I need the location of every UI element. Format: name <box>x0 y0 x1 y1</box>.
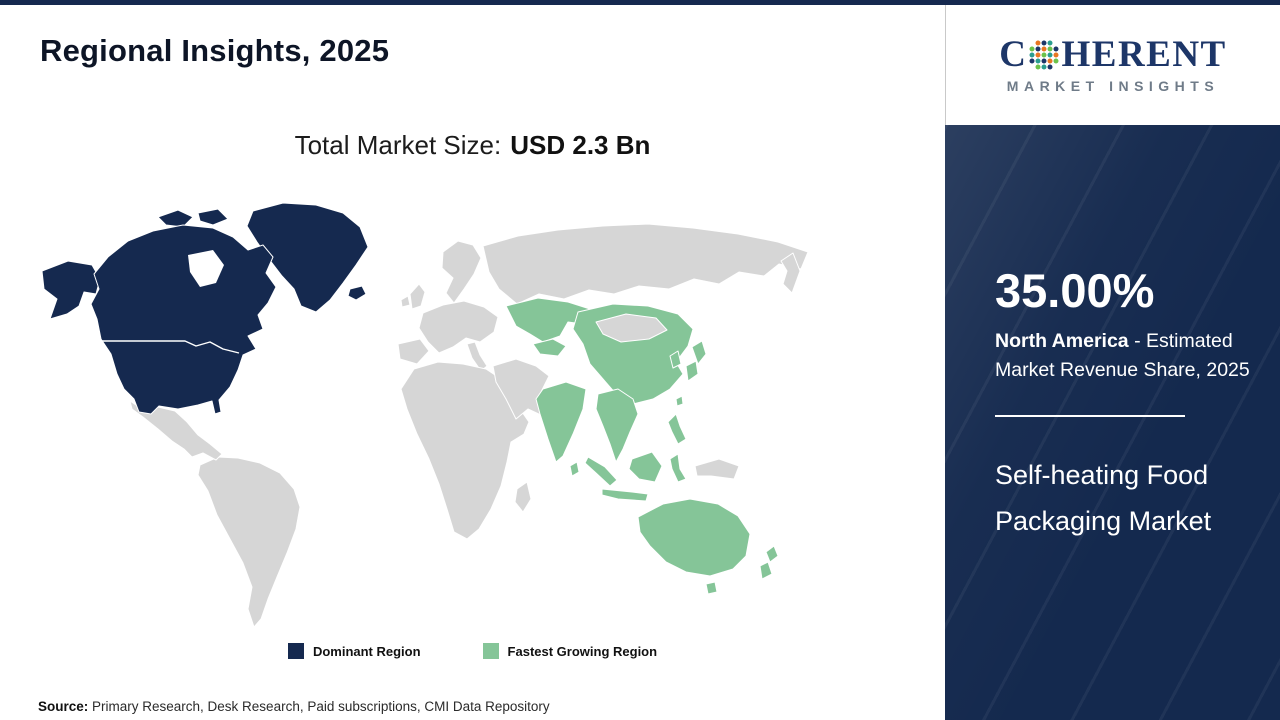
brand-tagline: MARKET INSIGHTS <box>1006 78 1220 94</box>
sidebar: C HERENT MARKET INSIGHTS 35.00% North Am… <box>945 0 1280 720</box>
region-kamchatka <box>780 252 801 294</box>
legend-item-fastest: Fastest Growing Region <box>482 643 658 659</box>
wordmark-start: C <box>999 34 1028 75</box>
share-value: 35.00% <box>995 264 1155 317</box>
region-iberia <box>397 338 430 365</box>
region-central-asia <box>532 338 567 357</box>
main-content: Regional Insights, 2025 Total Market Siz… <box>0 5 945 720</box>
world-map-container <box>40 195 880 650</box>
region-australia <box>637 498 751 577</box>
hudson-bay <box>188 250 224 287</box>
region-scandinavia <box>441 240 482 304</box>
region-russia <box>482 223 809 305</box>
legend-item-dominant: Dominant Region <box>287 643 421 659</box>
region-madagascar <box>514 481 532 513</box>
region-indochina <box>595 388 639 463</box>
region-europe <box>418 300 499 354</box>
source-line: Source: Primary Research, Desk Research,… <box>38 699 550 714</box>
panel-divider <box>995 414 1185 417</box>
dominant-region-label: Dominant Region <box>312 643 421 659</box>
market-size-value: USD 2.3 Bn <box>510 130 651 160</box>
brand-logo: C HERENT MARKET INSIGHTS <box>945 5 1280 125</box>
source-label: Source: <box>38 699 89 714</box>
region-sri-lanka <box>569 461 580 477</box>
region-alaska <box>41 260 101 320</box>
us-canada-border <box>97 340 240 354</box>
region-mongolia <box>595 313 668 343</box>
wordmark-end: HERENT <box>1061 34 1227 75</box>
fastest-region-swatch <box>482 643 499 659</box>
region-taiwan <box>675 395 684 407</box>
brand-wordmark: C HERENT <box>999 36 1227 73</box>
region-italy <box>466 341 488 372</box>
region-java <box>601 488 649 502</box>
region-sulawesi <box>669 453 687 483</box>
region-japan-north <box>691 340 707 365</box>
share-description: North America - Estimated Market Revenue… <box>995 327 1262 385</box>
region-new-zealand-north <box>765 545 779 563</box>
market-size-line: Total Market Size: USD 2.3 Bn <box>0 130 945 161</box>
source-text: Primary Research, Desk Research, Paid su… <box>88 699 550 714</box>
region-ireland <box>400 295 411 308</box>
globe-dots-icon <box>1029 40 1059 69</box>
region-new-zealand-south <box>759 561 773 580</box>
highlight-panel: 35.00% North America - Estimated Market … <box>945 125 1280 720</box>
region-new-guinea <box>694 458 740 480</box>
region-arctic-island-1 <box>157 209 194 228</box>
market-size-label: Total Market Size: <box>294 130 502 160</box>
page-title: Regional Insights, 2025 <box>40 33 390 68</box>
region-arctic-island-2 <box>197 208 229 226</box>
top-accent-bar <box>0 0 1280 5</box>
share-desc-text: - Estimated Market Revenue Share, 2025 <box>995 330 1250 381</box>
region-mexico-central-america <box>129 400 223 461</box>
map-legend: Dominant Region Fastest Growing Region <box>0 643 945 659</box>
region-korea <box>669 350 682 369</box>
region-uk <box>409 283 426 310</box>
region-borneo <box>628 451 663 483</box>
region-south-america <box>197 456 301 628</box>
market-name: Self-heating Food Packaging Market <box>995 459 1212 536</box>
region-tasmania <box>705 581 718 595</box>
region-sumatra <box>584 456 618 487</box>
region-philippines <box>667 413 687 445</box>
region-north-america <box>90 224 277 415</box>
dominant-region-swatch <box>287 643 304 659</box>
region-iceland <box>347 285 367 301</box>
region-india <box>535 381 587 463</box>
world-map <box>41 202 809 628</box>
region-japan-south <box>685 360 699 382</box>
share-region: North America <box>995 330 1129 352</box>
region-kazakhstan <box>505 297 591 343</box>
fastest-region-label: Fastest Growing Region <box>507 643 658 659</box>
